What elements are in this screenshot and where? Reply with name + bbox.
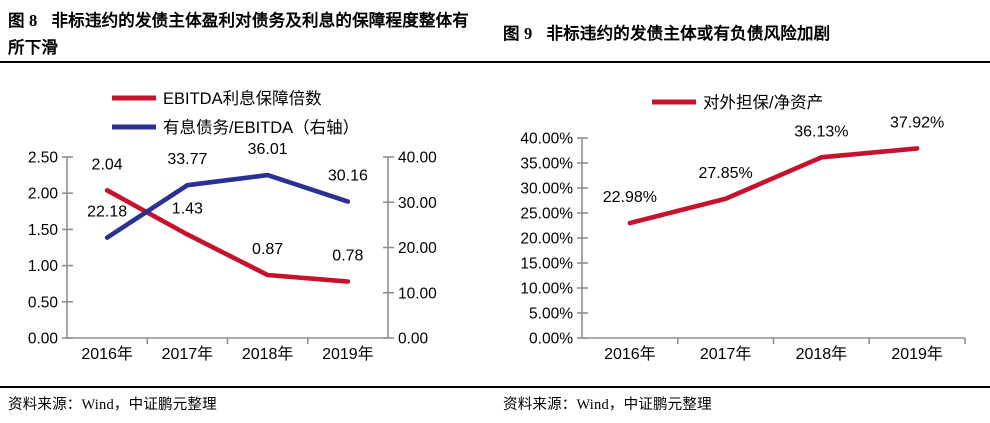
data-point-label: 36.13% [794,123,848,140]
y-axis-tick-label: 20.00 [398,240,437,257]
y-axis-tick-label: 20.00% [520,231,573,248]
legend-label: 有息债务/EBITDA（右轴） [163,118,359,137]
figure-8-number: 图 8 [8,11,38,30]
data-point-label: 30.16 [328,168,368,185]
series-0: 22.98% 27.85% 36.13% 37.92% [603,114,944,226]
x-axis-category-label: 2016年 [604,345,656,363]
series-1: 22.18 33.77 36.01 30.16 [87,141,368,240]
series-line [627,146,920,226]
legend: 对外担保/净资产 [652,93,823,112]
series-line [104,188,351,284]
x-axis-category-label: 2017年 [162,345,214,363]
y-axis-tick-label: 0.50 [28,294,59,311]
data-point-label: 27.85% [698,165,752,182]
x-axis-category-label: 2016年 [81,345,133,363]
y-axis-tick-label: 0.00% [529,331,573,348]
y-axis-tick-label: 40.00 [398,150,437,167]
data-point-label: 1.43 [172,200,203,217]
data-point-label: 2.04 [92,156,123,173]
header-divider [0,61,990,63]
data-point-label: 33.77 [167,151,207,168]
figure-8-chart: 2.50 2.00 1.50 1.00 0.50 0.00 40.00 30.00 20.00 1… [28,89,437,363]
y-axis-tick-label: 1.00 [28,258,59,275]
data-point-label: 37.92% [890,114,944,131]
figure-9-chart: 40.00% 35.00% 30.00% 25.00% 20.00% 15.00% 10.0… [520,93,966,363]
x-axis-category-label: 2019年 [322,345,374,363]
figure-9-number: 图 9 [503,24,533,43]
y-axis-tick-label: 0.00 [28,331,59,348]
x-axis-category-label: 2019年 [891,345,943,363]
y-axis-left: 2.50 2.00 1.50 1.00 0.50 0.00 [28,150,73,348]
data-point-label: 0.87 [252,241,283,258]
y-axis-tick-label: 0.00 [398,331,429,348]
footer-divider [0,386,990,388]
y-axis-tick-label: 2.50 [28,150,59,167]
x-axis-category-label: 2018年 [796,345,848,363]
data-point-label: 36.01 [248,141,288,158]
y-axis-tick-label: 25.00% [520,206,573,223]
x-axis: 2016年 2017年 2018年 2019年 [67,337,388,363]
figure-9-caption: 非标违约的发债主体或有负债风险加剧 [546,24,831,43]
x-axis: 2016年 2017年 2018年 2019年 [582,337,966,363]
legend-label: 对外担保/净资产 [703,93,823,112]
y-axis-tick-label: 10.00 [398,285,437,302]
y-axis-tick-label: 35.00% [520,156,573,173]
legend-label: EBITDA利息保障倍数 [163,89,322,108]
figure-9-source: 资料来源：Wind，中证鹏元整理 [503,397,712,413]
y-axis-tick-label: 40.00% [520,131,573,148]
figure-8-source: 资料来源：Wind，中证鹏元整理 [8,397,217,413]
figure-8-caption: 非标违约的发债主体盈利对债务及利息的保障程度整体有所下滑 [8,11,469,57]
data-point-label: 22.18 [87,204,127,221]
y-axis-tick-label: 30.00 [398,195,437,212]
y-axis-tick-label: 10.00% [520,281,573,298]
x-axis-category-label: 2018年 [242,345,294,363]
y-axis-tick-label: 15.00% [520,256,573,273]
series-line [104,172,351,240]
y-axis-tick-label: 1.50 [28,222,59,239]
y-axis-left: 40.00% 35.00% 30.00% 25.00% 20.00% 15.00% 10.0… [520,131,588,348]
y-axis-tick-label: 30.00% [520,181,573,198]
y-axis-tick-label: 5.00% [529,306,573,323]
series-0: 2.04 1.43 0.87 0.78 [92,156,364,284]
figure-9-title: 图 9 非标违约的发债主体或有负债风险加剧 [503,20,985,47]
figure-8-title: 图 8 非标违约的发债主体盈利对债务及利息的保障程度整体有所下滑 [8,7,470,61]
y-axis-tick-label: 2.00 [28,186,59,203]
data-point-label: 22.98% [603,189,657,206]
x-axis-category-label: 2017年 [700,345,752,363]
y-axis-right: 40.00 30.00 20.00 10.00 0.00 [383,150,437,348]
data-point-label: 0.78 [332,248,363,265]
